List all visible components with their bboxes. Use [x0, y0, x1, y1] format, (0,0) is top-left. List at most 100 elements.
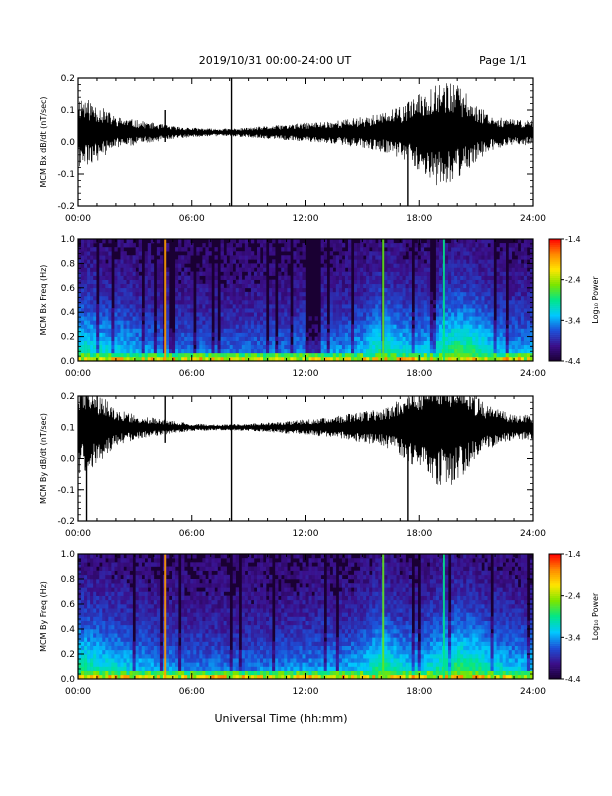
spectrogram-cell: [193, 333, 196, 337]
spectrogram-cell: [108, 276, 111, 280]
spectrogram-cell: [117, 600, 120, 604]
spectrogram-cell: [491, 280, 494, 284]
spectrogram-cell: [457, 284, 460, 288]
spectrogram-cell: [393, 251, 396, 255]
spectrogram-cell: [169, 604, 172, 608]
spectrogram-cell: [403, 328, 406, 332]
spectrogram-cell: [178, 296, 181, 300]
spectrogram-cell: [190, 341, 193, 345]
spectrogram-cell: [136, 349, 139, 353]
spectrogram-cell: [463, 284, 466, 288]
spectrogram-cell: [93, 596, 96, 600]
spectrogram-cell: [96, 333, 99, 337]
spectrogram-cell: [500, 280, 503, 284]
spectrogram-cell: [272, 284, 275, 288]
spectrogram-cell: [472, 247, 475, 251]
spectrogram-cell: [157, 263, 160, 267]
spectrogram-cell: [503, 328, 506, 332]
spectrogram-cell: [481, 280, 484, 284]
spectrogram-cell: [108, 600, 111, 604]
spectrogram-cell: [345, 337, 348, 341]
spectrogram-cell: [117, 583, 120, 587]
spectrogram-cell: [178, 259, 181, 263]
spectrogram-cell: [154, 671, 157, 675]
colorbar-segment: [549, 257, 561, 259]
spectrogram-cell: [512, 280, 515, 284]
spectrogram-cell: [469, 280, 472, 284]
spectrogram-cell: [457, 251, 460, 255]
spectrogram-cell: [90, 562, 93, 566]
spectrogram-cell: [233, 345, 236, 349]
spectrogram-cell: [272, 320, 275, 324]
spectrogram-cell: [120, 312, 123, 316]
spectrogram-cell: [84, 316, 87, 320]
spectrogram-cell: [500, 263, 503, 267]
spectrogram-cell: [242, 251, 245, 255]
spectrogram-cell: [136, 280, 139, 284]
spectrogram-cell: [260, 312, 263, 316]
spectrogram-cell: [375, 333, 378, 337]
spectrogram-cell: [120, 255, 123, 259]
spectrogram-cell: [521, 243, 524, 247]
spectrogram-cell: [127, 554, 130, 558]
spectrogram-cell: [390, 255, 393, 259]
spectrogram-cell: [102, 654, 105, 658]
spectrogram-cell: [120, 658, 123, 662]
spectrogram-cell: [84, 662, 87, 666]
spectrogram-cell: [451, 337, 454, 341]
spectrogram-cell: [281, 333, 284, 337]
spectrogram-cell: [336, 341, 339, 345]
spectrogram-cell: [84, 654, 87, 658]
spectrogram-cell: [90, 600, 93, 604]
spectrogram-cell: [148, 662, 151, 666]
spectrogram-cell: [299, 263, 302, 267]
spectrogram-cell: [166, 617, 169, 621]
spectrogram-cell: [93, 554, 96, 558]
spectrogram-cell: [196, 320, 199, 324]
spectrogram-cell: [439, 341, 442, 345]
spectrogram-cell: [257, 288, 260, 292]
spectrogram-cell: [269, 324, 272, 328]
spectrogram-cell: [117, 629, 120, 633]
y-tick-label: 0.1: [61, 423, 75, 433]
spectrogram-cell: [524, 239, 527, 243]
spectrogram-cell: [84, 621, 87, 625]
spectrogram-cell: [518, 255, 521, 259]
spectrogram-cell: [96, 629, 99, 633]
spectrogram-cell: [336, 337, 339, 341]
spectrogram-cell: [148, 267, 151, 271]
spectrogram-cell: [242, 333, 245, 337]
spectrogram-cell: [136, 247, 139, 251]
spectrogram-cell: [421, 272, 424, 276]
spectrogram-cell: [463, 324, 466, 328]
spectrogram-cell: [169, 592, 172, 596]
spectrogram-cell: [269, 272, 272, 276]
spectrogram-cell: [99, 251, 102, 255]
spectrogram-cell: [378, 341, 381, 345]
x-tick-label: 24:00: [520, 529, 546, 539]
spectrogram-cell: [302, 251, 305, 255]
spectrogram-cell: [384, 296, 387, 300]
spectrogram-cell: [90, 267, 93, 271]
spectrogram-cell: [108, 247, 111, 251]
spectrogram-cell: [145, 642, 148, 646]
spectrogram-cell: [90, 554, 93, 558]
spectrogram-cell: [269, 304, 272, 308]
spectrogram-cell: [427, 276, 430, 280]
spectrogram-cell: [466, 276, 469, 280]
spectrogram-cell: [254, 349, 257, 353]
panel-4-spectrogram: [78, 554, 533, 679]
spectrogram-cell: [136, 579, 139, 583]
spectrogram-cell: [120, 633, 123, 637]
spectrogram-cell: [166, 267, 169, 271]
spectrogram-cell: [369, 251, 372, 255]
spectrogram-cell: [145, 288, 148, 292]
spectrogram-cell: [84, 658, 87, 662]
spectrogram-cell: [293, 296, 296, 300]
spectrogram-cell: [348, 300, 351, 304]
spectrogram-cell: [102, 567, 105, 571]
spectrogram-cell: [245, 320, 248, 324]
spectrogram-cell: [330, 345, 333, 349]
spectrogram-cell: [293, 345, 296, 349]
spectrogram-cell: [81, 654, 84, 658]
